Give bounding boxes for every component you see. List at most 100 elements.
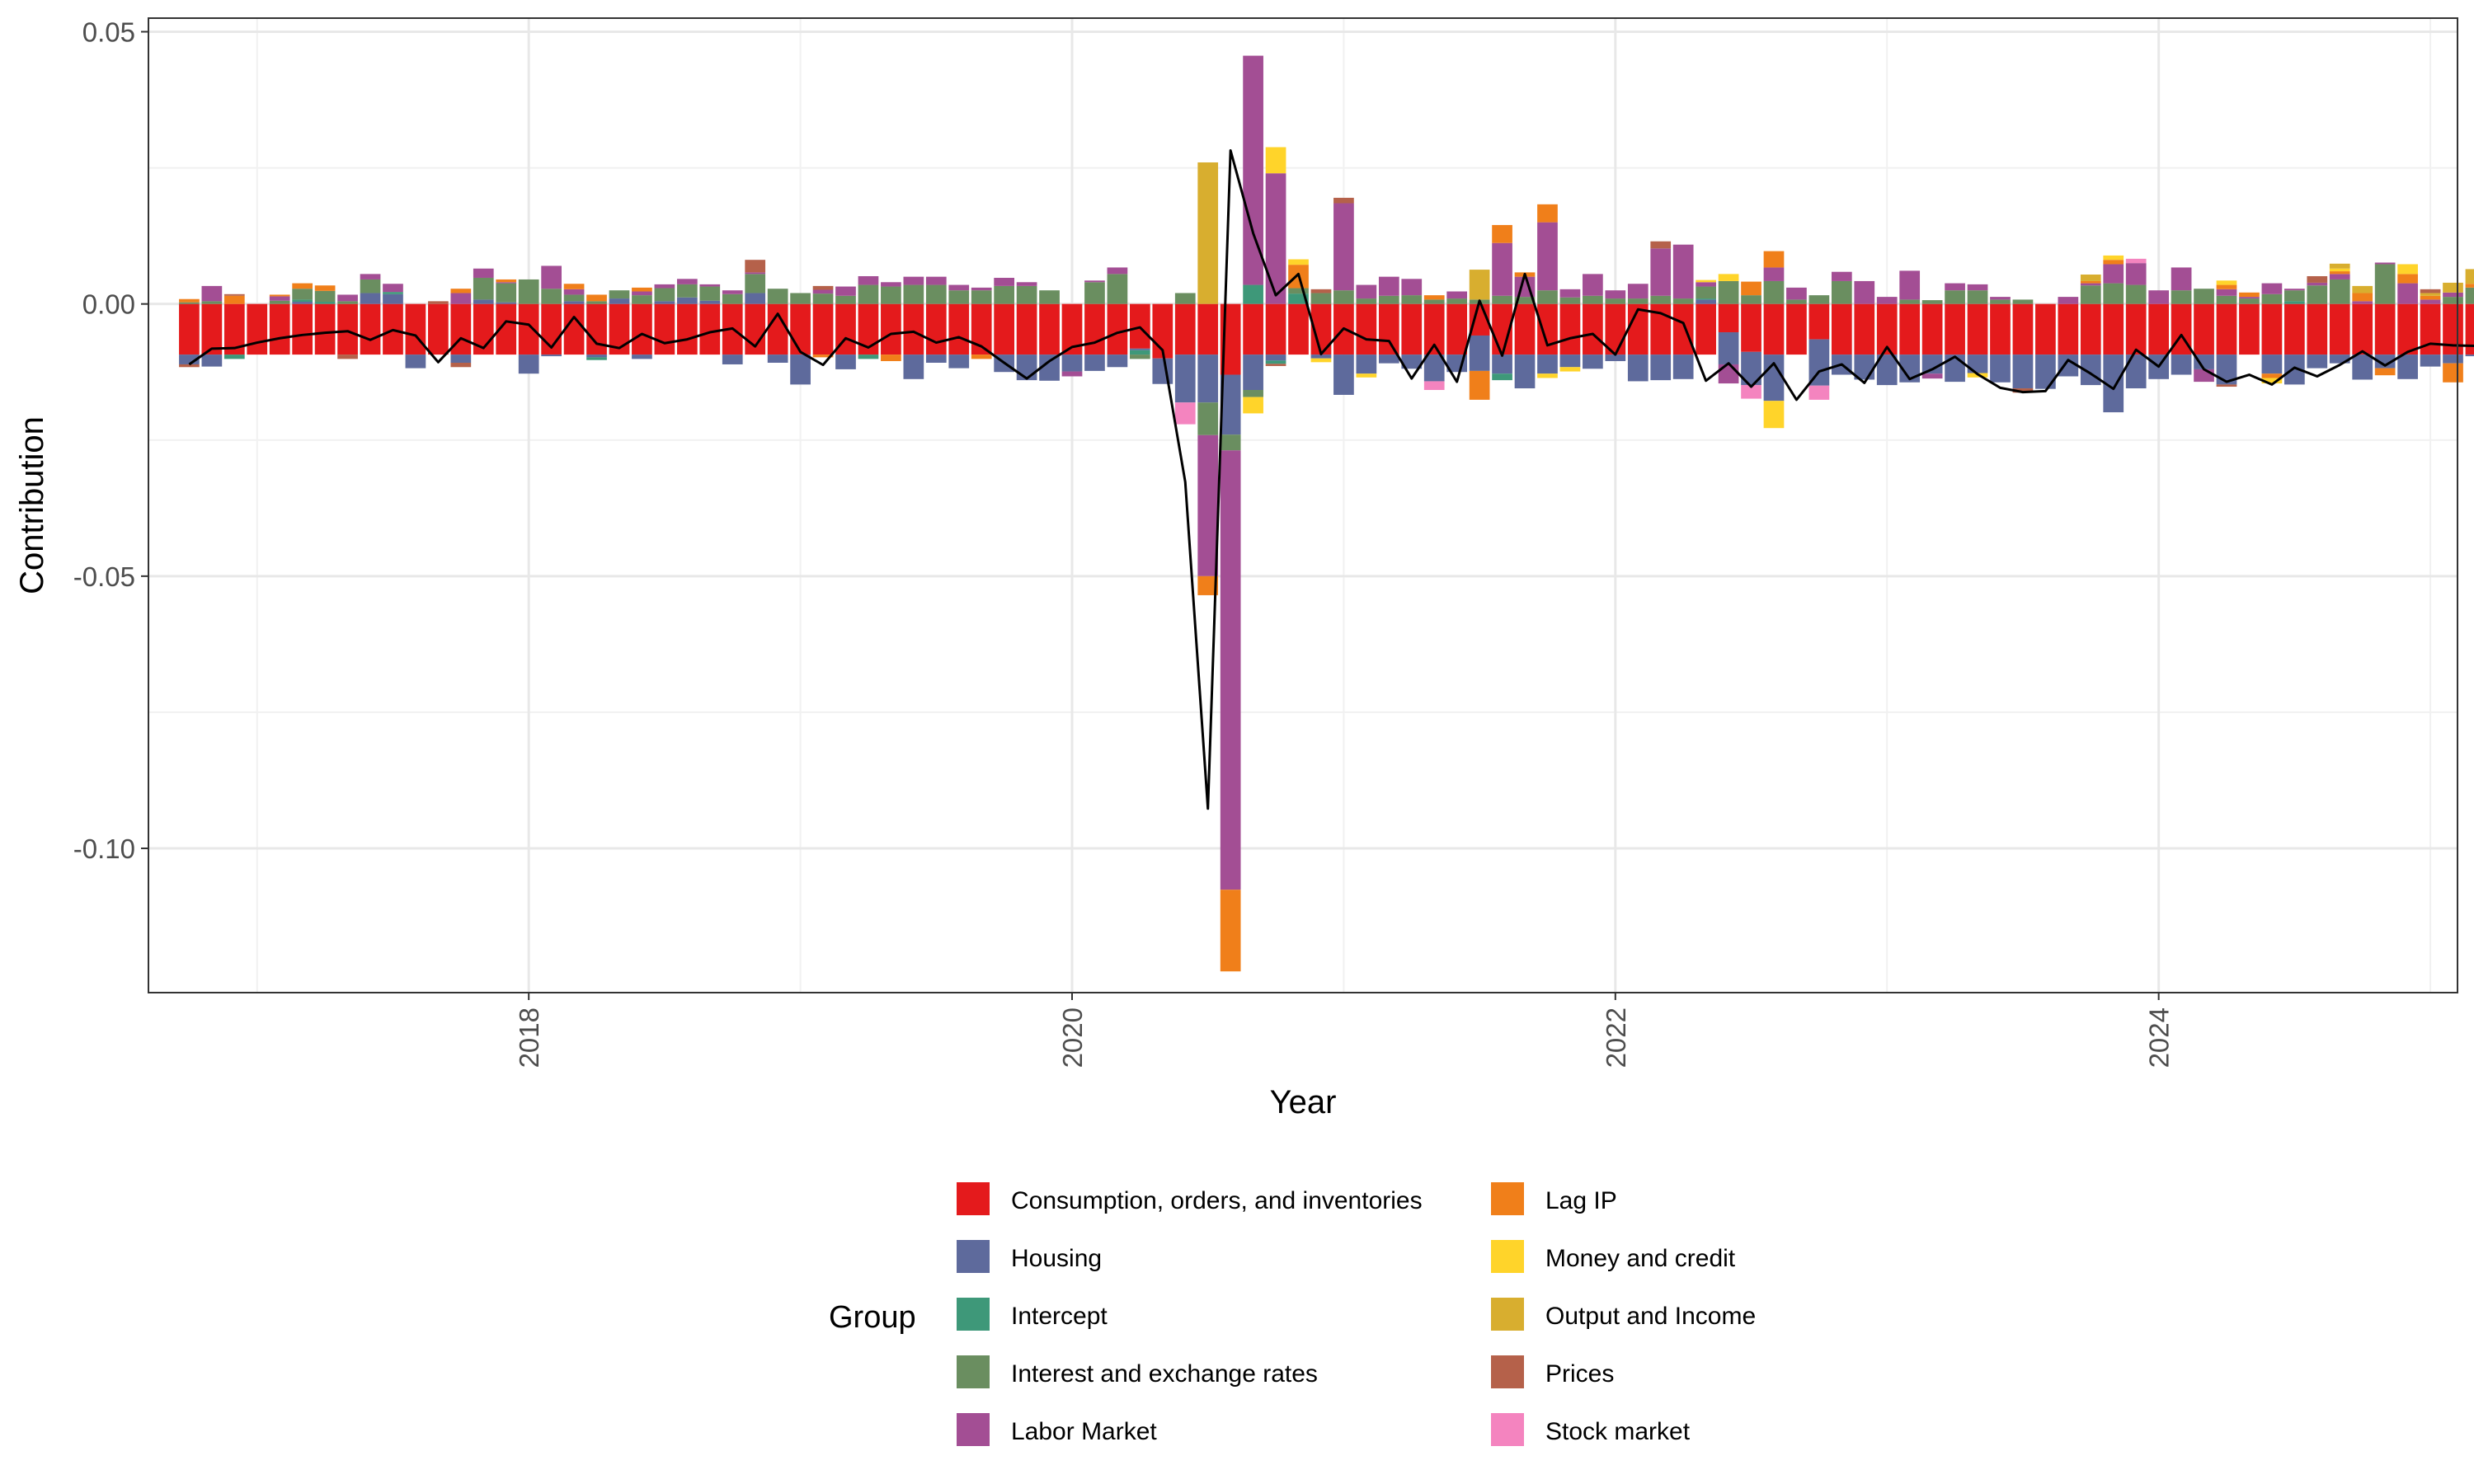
bar-segment xyxy=(360,279,381,294)
bar-segment xyxy=(722,294,743,304)
bar-segment xyxy=(1854,355,1875,380)
bar-segment xyxy=(179,298,200,303)
bar-segment xyxy=(881,282,901,287)
bar-segment xyxy=(2284,303,2305,355)
x-tick-label: 2020 xyxy=(1057,1007,1088,1068)
bar-segment xyxy=(1718,303,1739,333)
bar-segment xyxy=(223,295,245,304)
bar-segment xyxy=(1990,355,2011,383)
bar-segment xyxy=(337,303,358,355)
bar-segment xyxy=(1696,303,1716,355)
bar-segment xyxy=(1039,290,1060,304)
bar-segment xyxy=(2420,293,2441,296)
bar-segment xyxy=(2035,355,2056,389)
bar-segment xyxy=(1333,290,1354,304)
bar-segment xyxy=(383,294,403,304)
bar-segment xyxy=(1583,355,1603,369)
y-tick-label: -0.05 xyxy=(73,561,135,592)
bar-segment xyxy=(1537,373,1558,378)
bar-segment xyxy=(925,284,947,304)
bar-segment xyxy=(496,302,517,304)
bar-segment xyxy=(179,355,200,364)
bar-segment xyxy=(2261,283,2283,294)
bar-segment xyxy=(473,299,494,304)
bar-segment xyxy=(676,279,698,284)
bar-segment xyxy=(201,303,223,355)
bar-segment xyxy=(1310,358,1332,363)
x-tick-label: 2022 xyxy=(1601,1007,1631,1068)
bar-segment xyxy=(2103,283,2124,304)
bar-segment xyxy=(1537,222,1558,291)
bar-segment xyxy=(2103,303,2124,355)
bar-segment xyxy=(450,355,472,363)
bar-segment xyxy=(1174,402,1196,425)
bar-segment xyxy=(722,290,743,294)
legend-swatch xyxy=(957,1298,990,1331)
bar-segment xyxy=(858,275,879,285)
bar-segment xyxy=(2397,274,2418,284)
legend-label: Prices xyxy=(1545,1360,1614,1388)
y-tick-label: 0.05 xyxy=(82,17,135,48)
x-tick-label: 2024 xyxy=(2144,1007,2175,1068)
y-tick-label: 0.00 xyxy=(82,289,135,320)
bar-segment xyxy=(1605,290,1626,299)
bar-segment xyxy=(1423,295,1445,300)
bar-segment xyxy=(1220,890,1241,972)
legend-swatch xyxy=(957,1413,990,1446)
bar-segment xyxy=(2284,301,2305,304)
bar-segment xyxy=(337,294,358,302)
bar-segment xyxy=(1945,355,1965,383)
bar-segment xyxy=(654,301,675,304)
bar-segment xyxy=(1265,173,1286,304)
bar-segment xyxy=(223,294,245,296)
legend-swatch xyxy=(957,1182,990,1215)
bar-segment xyxy=(1741,303,1761,352)
bar-segment xyxy=(971,287,992,291)
bar-segment xyxy=(1990,303,2011,355)
bar-segment xyxy=(699,300,721,304)
bar-segment xyxy=(1288,303,1309,355)
bar-segment xyxy=(1492,224,1512,243)
bar-segment xyxy=(1786,299,1807,304)
bar-segment xyxy=(1967,284,1988,291)
bar-segment xyxy=(496,283,517,303)
bar-segment xyxy=(1333,203,1354,291)
bar-segment xyxy=(314,303,336,355)
bar-segment xyxy=(2103,255,2124,261)
bar-segment xyxy=(337,301,358,304)
bar-segment xyxy=(1243,390,1263,397)
bar-segment xyxy=(745,272,766,275)
bar-segment xyxy=(1016,285,1037,304)
legend-label: Money and credit xyxy=(1545,1245,1736,1272)
bar-segment xyxy=(1378,276,1399,296)
bar-segment xyxy=(2397,264,2418,275)
bar-segment xyxy=(1831,280,1852,304)
bar-segment xyxy=(2374,303,2396,355)
bar-segment xyxy=(2443,292,2463,298)
bar-segment xyxy=(1718,332,1739,364)
bar-segment xyxy=(1650,248,1672,296)
bar-segment xyxy=(1492,242,1512,296)
legend-swatch xyxy=(1491,1240,1524,1273)
bar-segment xyxy=(2125,284,2147,304)
bar-segment xyxy=(745,293,766,304)
bar-segment xyxy=(1310,293,1332,304)
bar-segment xyxy=(1763,401,1785,429)
bar-segment xyxy=(1243,303,1263,355)
bar-segment xyxy=(2080,280,2101,284)
bar-segment xyxy=(2148,303,2169,355)
bar-segment xyxy=(2397,303,2418,355)
bar-segment xyxy=(586,301,607,304)
bar-segment xyxy=(2284,289,2305,291)
bar-segment xyxy=(1854,280,1875,304)
bar-segment xyxy=(1492,355,1512,374)
bar-segment xyxy=(767,355,788,363)
bars xyxy=(179,55,2474,972)
bar-segment xyxy=(518,355,539,374)
bar-segment xyxy=(292,303,313,355)
bar-segment xyxy=(835,355,856,369)
bar-segment xyxy=(1288,259,1309,265)
bar-segment xyxy=(881,286,901,304)
bar-segment xyxy=(1899,299,1921,304)
bar-segment xyxy=(1696,282,1716,287)
